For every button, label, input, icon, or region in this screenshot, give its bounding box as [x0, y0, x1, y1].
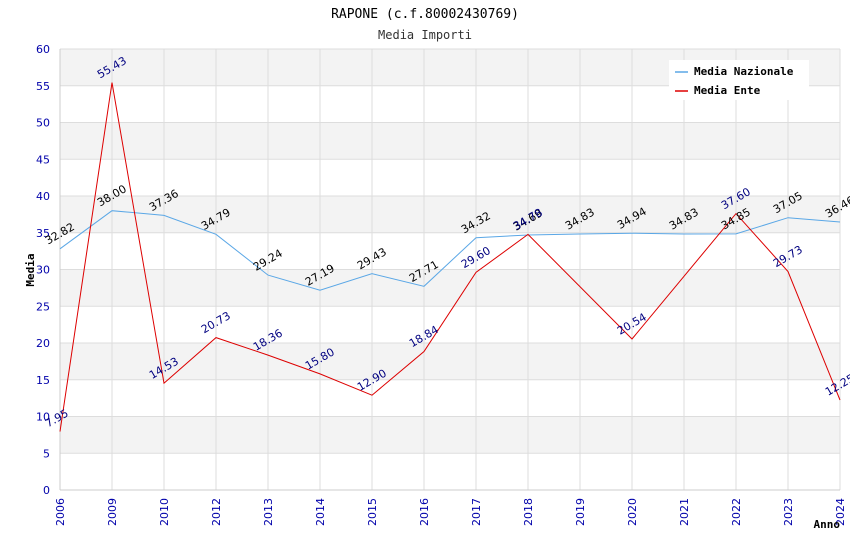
y-tick-label: 5: [43, 447, 50, 460]
y-axis-ticks: 0 5 10 15 20 25 30 35 40 45 50 55 60: [36, 43, 50, 497]
grid-band: [60, 416, 840, 454]
grid-band: [60, 453, 840, 490]
x-tick-label: 2015: [366, 498, 379, 526]
y-tick-label: 20: [36, 337, 50, 350]
x-tick-label: 2018: [522, 498, 535, 526]
series-lines: [59, 82, 841, 432]
y-tick-label: 35: [36, 227, 50, 240]
x-tick-label: 2012: [210, 498, 223, 526]
grid-band: [60, 269, 840, 307]
legend-label-media-nazionale: Media Nazionale: [694, 65, 794, 78]
x-tick-label: 2022: [730, 498, 743, 526]
grid-band: [60, 159, 840, 196]
x-axis-title: Anno: [814, 518, 841, 531]
grid-band: [60, 196, 840, 233]
x-axis-ticks: 2006 2009 2010 2012 2013 2014 2015 2016 2017 2018…: [54, 498, 847, 526]
x-tick-label: 2014: [314, 498, 327, 526]
grid-lines: [59, 48, 841, 491]
x-tick-label: 2020: [626, 498, 639, 526]
legend-label-media-ente: Media Ente: [694, 84, 761, 97]
chart-title: RAPONE (c.f.80002430769): [331, 7, 519, 22]
y-tick-label: 45: [36, 153, 50, 166]
grid-band: [60, 379, 840, 417]
grid-bands: [60, 49, 840, 490]
legend: Media Nazionale Media Ente: [669, 60, 809, 100]
x-tick-label: 2023: [782, 498, 795, 526]
y-tick-label: 30: [36, 264, 50, 277]
y-axis-title: Media: [24, 253, 37, 286]
legend-box: [669, 60, 809, 100]
y-tick-label: 10: [36, 411, 50, 424]
x-tick-label: 2010: [158, 498, 171, 526]
y-tick-label: 55: [36, 80, 50, 93]
x-tick-label: 2016: [418, 498, 431, 526]
x-tick-label: 2006: [54, 498, 67, 526]
y-tick-label: 40: [36, 190, 50, 203]
x-tick-label: 2019: [574, 498, 587, 526]
chart-subtitle: Media Importi: [378, 28, 472, 42]
y-tick-label: 0: [43, 484, 50, 497]
grid-band: [60, 122, 840, 160]
grid-band: [60, 343, 840, 380]
y-tick-label: 15: [36, 374, 50, 387]
x-tick-label: 2021: [678, 498, 691, 526]
y-tick-label: 50: [36, 117, 50, 130]
y-tick-label: 60: [36, 43, 50, 56]
x-tick-label: 2024: [834, 498, 847, 526]
x-tick-label: 2013: [262, 498, 275, 526]
series-line-media-nazionale: [59, 210, 841, 291]
grid-band: [60, 232, 840, 270]
x-tick-label: 2017: [470, 498, 483, 526]
series-line-media-ente: [59, 82, 841, 432]
x-tick-label: 2009: [106, 498, 119, 526]
y-tick-label: 25: [36, 300, 50, 313]
